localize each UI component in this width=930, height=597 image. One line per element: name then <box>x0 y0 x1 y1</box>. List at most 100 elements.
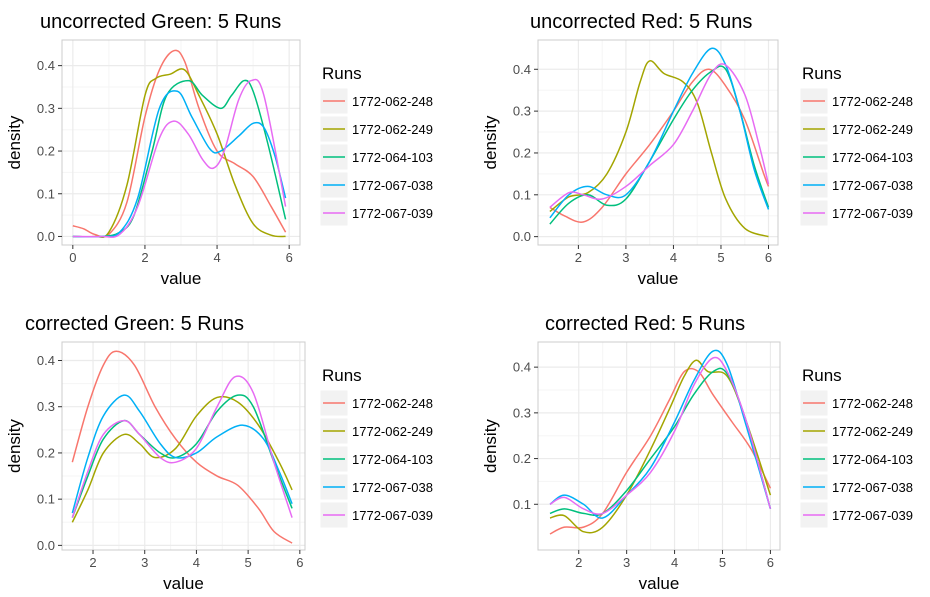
chart-title: corrected Red: 5 Runs <box>545 313 745 335</box>
legend-entry-label: 1772-067-038 <box>832 480 913 495</box>
legend-entry-label: 1772-064-103 <box>832 150 913 165</box>
legend-entry-label: 1772-062-248 <box>352 94 433 109</box>
series-group <box>71 350 293 544</box>
x-tick-label: 6 <box>296 555 303 570</box>
y-tick-label: 0.1 <box>37 492 55 507</box>
x-tick-label: 2 <box>89 555 96 570</box>
chart-title: corrected Green: 5 Runs <box>25 313 244 335</box>
series-line-1772-062-249 <box>549 60 769 238</box>
panel-border <box>61 39 301 246</box>
legend-title: Runs <box>322 366 362 385</box>
series-line-1772-067-039 <box>71 375 293 518</box>
series-line-1772-067-038 <box>549 47 770 219</box>
legend-title: Runs <box>802 366 842 385</box>
series-line-1772-062-249 <box>71 395 293 523</box>
series-line-1772-067-039 <box>72 78 287 238</box>
legend-entry-label: 1772-062-249 <box>832 122 913 137</box>
y-tick-label: 0.2 <box>37 445 55 460</box>
chart-panel-2: 2 3 4 5 6 0.0 0.1 0.2 0.3 0.4 value density uncorrec… <box>481 11 913 288</box>
y-tick-label: 0.1 <box>37 186 55 201</box>
y-tick-label: 0.4 <box>513 62 531 77</box>
y-tick-label: 0.1 <box>513 497 531 512</box>
legend-entry-label: 1772-064-103 <box>352 150 433 165</box>
y-tick-label: 0.0 <box>37 538 55 553</box>
y-axis-label: density <box>5 115 24 169</box>
legend-entry-label: 1772-064-103 <box>832 452 913 467</box>
legend-title: Runs <box>322 64 362 83</box>
x-axis-label: value <box>639 574 680 592</box>
x-tick-label: 4 <box>193 555 200 570</box>
x-tick-label: 6 <box>765 250 772 265</box>
y-tick-label: 0.2 <box>37 144 55 159</box>
legend: Runs 1772-062-248 1772-062-249 1772-064-103… <box>799 64 913 227</box>
panel-border <box>537 341 781 551</box>
legend-entry-label: 1772-067-039 <box>832 508 913 523</box>
x-tick-label: 5 <box>719 555 726 570</box>
legend: Runs 1772-062-248 1772-062-249 1772-064-103… <box>799 366 913 529</box>
series-line-1772-062-248 <box>71 350 293 544</box>
series-group <box>72 49 287 239</box>
y-tick-label: 0.2 <box>513 145 531 160</box>
x-tick-label: 6 <box>767 555 774 570</box>
panel-border <box>537 39 779 246</box>
x-axis-label: value <box>163 574 204 592</box>
x-tick-label: 4 <box>671 555 678 570</box>
series-line-1772-067-039 <box>549 356 772 515</box>
legend-entry-label: 1772-062-249 <box>352 122 433 137</box>
x-tick-label: 4 <box>213 250 220 265</box>
chart-title: uncorrected Red: 5 Runs <box>530 11 752 33</box>
series-line-1772-062-249 <box>72 68 286 239</box>
series-group <box>549 349 772 535</box>
chart-title: uncorrected Green: 5 Runs <box>40 11 281 33</box>
x-tick-label: 2 <box>575 250 582 265</box>
legend-title: Runs <box>802 64 842 83</box>
y-axis-label: density <box>481 115 500 169</box>
y-tick-label: 0.1 <box>513 187 531 202</box>
x-tick-label: 5 <box>717 250 724 265</box>
legend-entry-label: 1772-062-248 <box>352 396 433 411</box>
legend-entry-label: 1772-062-249 <box>832 424 913 439</box>
series-line-1772-067-038 <box>549 349 772 519</box>
y-tick-label: 0.3 <box>37 399 55 414</box>
panel-border <box>61 341 306 551</box>
chart-panel-3: 2 3 4 5 6 0.0 0.1 0.2 0.3 0.4 value density correcte… <box>5 313 433 593</box>
x-tick-label: 2 <box>575 555 582 570</box>
legend-entry-label: 1772-067-039 <box>352 508 433 523</box>
legend-entry-label: 1772-067-039 <box>352 206 433 221</box>
x-tick-label: 3 <box>623 555 630 570</box>
series-line-1772-067-038 <box>72 90 287 238</box>
legend: Runs 1772-062-248 1772-062-249 1772-064-103… <box>319 366 433 529</box>
legend-entry-label: 1772-067-038 <box>352 178 433 193</box>
y-tick-label: 0.3 <box>37 101 55 116</box>
y-axis-label: density <box>5 419 24 473</box>
x-tick-label: 2 <box>141 250 148 265</box>
y-tick-label: 0.0 <box>513 229 531 244</box>
x-tick-label: 3 <box>141 555 148 570</box>
legend-entry-label: 1772-067-038 <box>832 178 913 193</box>
x-tick-label: 5 <box>245 555 252 570</box>
x-tick-label: 6 <box>286 250 293 265</box>
series-line-1772-062-249 <box>549 359 772 534</box>
series-line-1772-062-248 <box>549 367 772 535</box>
legend-entry-label: 1772-067-039 <box>832 206 913 221</box>
y-axis-label: density <box>481 419 500 473</box>
legend-entry-label: 1772-062-249 <box>352 424 433 439</box>
y-tick-label: 0.4 <box>513 360 531 375</box>
x-tick-label: 0 <box>69 250 76 265</box>
y-tick-label: 0.0 <box>37 229 55 244</box>
y-tick-label: 0.2 <box>513 451 531 466</box>
y-tick-label: 0.3 <box>513 405 531 420</box>
legend: Runs 1772-062-248 1772-062-249 1772-064-103… <box>319 64 433 227</box>
series-line-1772-067-038 <box>71 394 293 514</box>
series-line-1772-062-248 <box>72 49 287 238</box>
series-group <box>549 47 770 238</box>
x-tick-label: 4 <box>670 250 677 265</box>
series-line-1772-064-103 <box>72 79 287 238</box>
y-tick-label: 0.3 <box>513 104 531 119</box>
legend-entry-label: 1772-062-248 <box>832 94 913 109</box>
legend-entry-label: 1772-064-103 <box>352 452 433 467</box>
series-line-1772-067-039 <box>549 63 770 208</box>
x-axis-label: value <box>161 269 202 288</box>
